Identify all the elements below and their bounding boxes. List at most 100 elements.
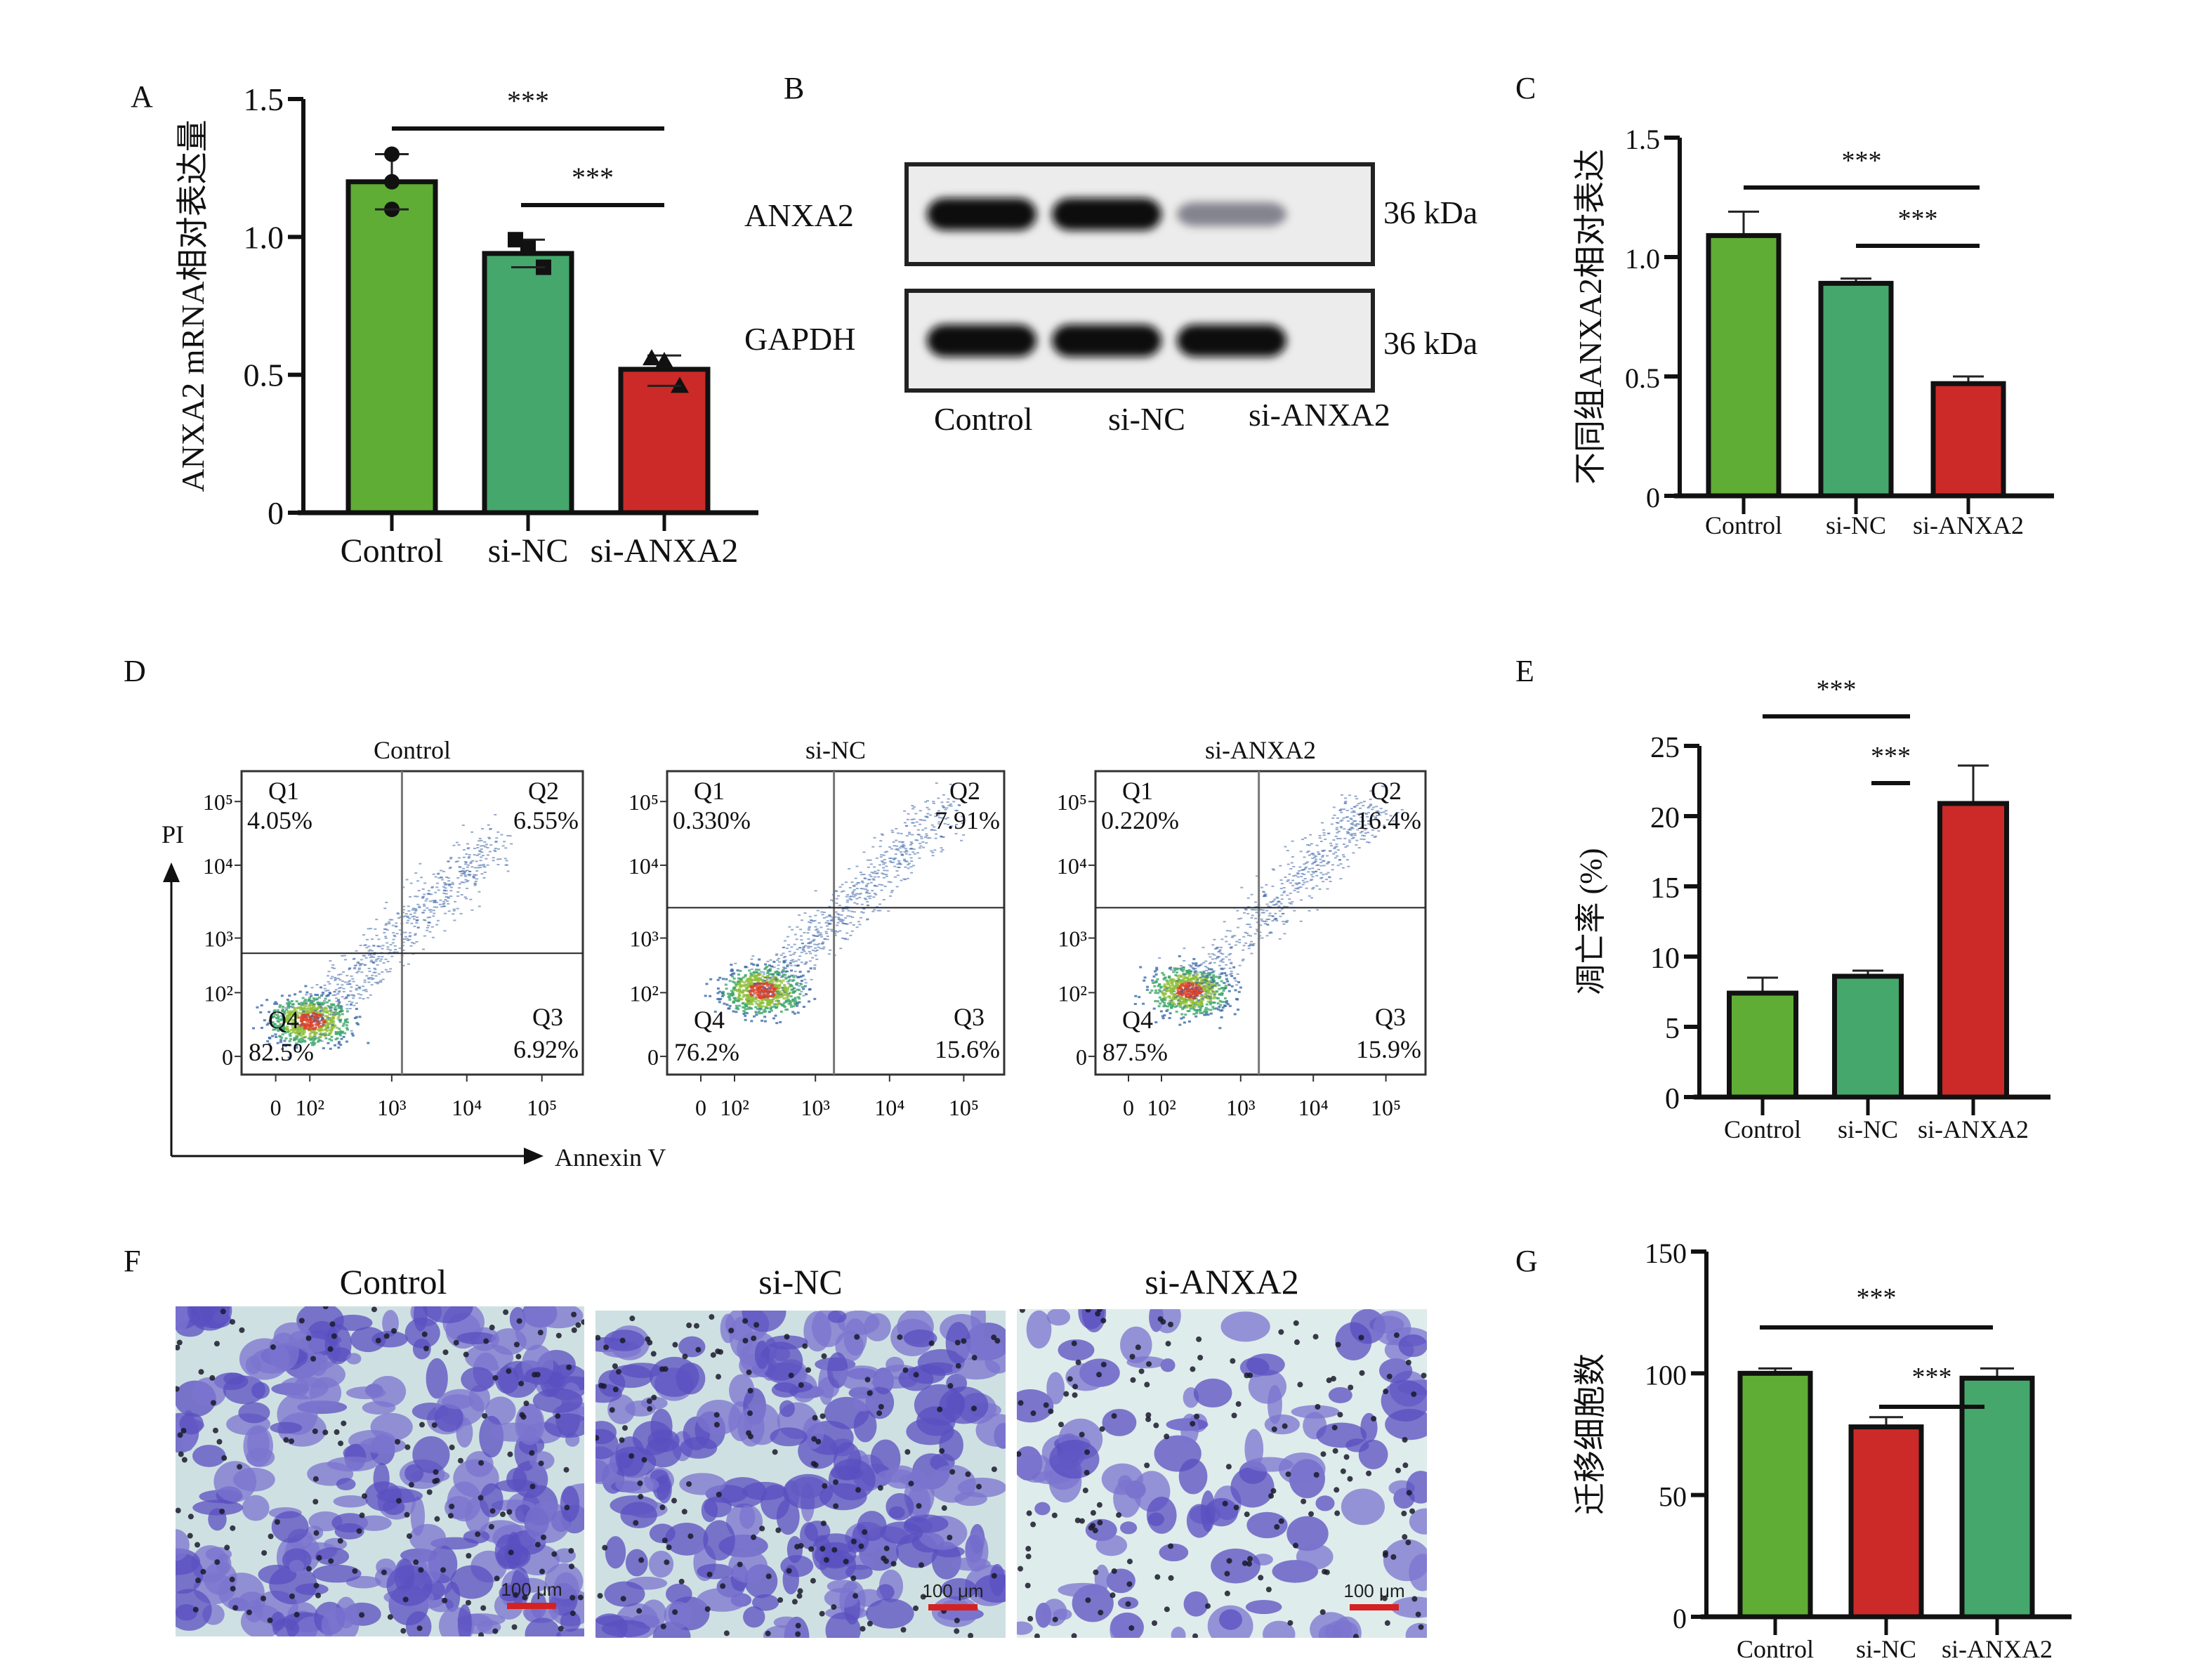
membrane-pore	[261, 1595, 267, 1601]
membrane-pore	[1164, 1606, 1170, 1613]
membrane-pore	[1285, 1471, 1291, 1477]
membrane-pore	[404, 1444, 411, 1450]
membrane-pore	[638, 1557, 645, 1563]
membrane-pore	[811, 1436, 817, 1442]
membrane-pore	[212, 1427, 218, 1433]
stained-cell	[679, 1473, 726, 1495]
y-tick-label: 10⁴	[628, 853, 659, 879]
membrane-pore	[850, 1575, 857, 1582]
x-tick-label: 0	[270, 1095, 282, 1120]
membrane-pore	[636, 1608, 643, 1614]
membrane-pore	[970, 1405, 977, 1412]
stained-cell	[760, 1484, 790, 1520]
membrane-pore	[489, 1325, 495, 1331]
membrane-pore	[261, 1550, 268, 1556]
membrane-pore	[328, 1558, 334, 1564]
membrane-pore	[1319, 1609, 1326, 1615]
blot-band	[1177, 202, 1286, 226]
membrane-pore	[387, 1614, 393, 1620]
membrane-pore	[568, 1563, 574, 1570]
membrane-pore	[305, 1566, 312, 1572]
membrane-pore	[337, 1537, 343, 1544]
stained-cell	[1204, 1497, 1239, 1527]
membrane-pore	[788, 1372, 794, 1379]
membrane-pore	[619, 1437, 625, 1443]
x-tick-label: 10³	[377, 1095, 407, 1120]
quadrant-value-q1: 4.05%	[247, 806, 312, 834]
membrane-pore	[426, 1489, 433, 1495]
stained-cell	[1058, 1582, 1107, 1598]
stained-cell	[268, 1332, 299, 1371]
membrane-pore	[947, 1535, 953, 1541]
blot-band	[1052, 324, 1161, 357]
membrane-pore	[1230, 1358, 1236, 1364]
membrane-pore	[229, 1576, 235, 1582]
stained-cell	[974, 1574, 1006, 1603]
data-point	[508, 232, 523, 248]
membrane-pore	[795, 1622, 801, 1629]
membrane-pore	[1332, 1448, 1338, 1454]
membrane-pore	[1160, 1318, 1166, 1325]
membrane-pore	[597, 1593, 603, 1599]
stained-cell	[1246, 1457, 1293, 1472]
membrane-pore	[1390, 1554, 1397, 1560]
stained-cell	[955, 1337, 1004, 1361]
stained-cell	[1315, 1495, 1335, 1511]
membrane-pore	[187, 1533, 193, 1539]
membrane-pore	[478, 1495, 484, 1501]
membrane-pore	[1130, 1377, 1136, 1383]
membrane-pore	[513, 1592, 519, 1598]
stained-cell	[1398, 1334, 1427, 1358]
membrane-pore	[192, 1606, 199, 1613]
stained-cell	[903, 1329, 937, 1348]
stained-cell	[604, 1581, 645, 1607]
membrane-pore	[1402, 1437, 1408, 1443]
stained-cell	[1183, 1591, 1209, 1617]
membrane-pore	[971, 1355, 977, 1361]
membrane-pore	[1359, 1370, 1365, 1376]
stained-cell	[697, 1587, 748, 1612]
membrane-pore	[902, 1367, 909, 1373]
stained-cell	[409, 1523, 446, 1553]
membrane-pore	[237, 1464, 243, 1470]
membrane-pore	[968, 1632, 974, 1638]
membrane-pore	[413, 1559, 419, 1566]
membrane-pore	[418, 1567, 424, 1573]
membrane-pore	[178, 1451, 184, 1457]
stained-cell	[495, 1366, 520, 1394]
stained-cell	[386, 1565, 433, 1606]
membrane-pore	[678, 1578, 685, 1584]
membrane-pore	[798, 1382, 804, 1388]
membrane-pore	[1074, 1517, 1081, 1523]
stained-cell	[605, 1536, 626, 1569]
membrane-pore	[356, 1528, 362, 1534]
membrane-pore	[975, 1483, 982, 1490]
membrane-pore	[1058, 1422, 1065, 1428]
membrane-pore	[463, 1351, 469, 1358]
membrane-pore	[954, 1339, 961, 1346]
membrane-pore	[1025, 1546, 1032, 1552]
stained-cell	[1264, 1414, 1300, 1435]
stained-cell	[751, 1594, 779, 1611]
membrane-pore	[1097, 1519, 1103, 1525]
x-tick-label: si-NC	[488, 532, 569, 570]
stained-cell	[327, 1456, 378, 1472]
membrane-pore	[195, 1577, 202, 1584]
membrane-pore	[723, 1630, 730, 1636]
scale-bar-label: 100 μm	[501, 1579, 562, 1600]
membrane-pore	[850, 1538, 857, 1544]
membrane-pore	[213, 1341, 220, 1347]
panel-label-a: A	[131, 79, 153, 114]
membrane-pore	[506, 1509, 513, 1515]
membrane-pore	[612, 1386, 619, 1393]
stained-cell	[404, 1464, 424, 1483]
blot-label-gapdh: GAPDH	[744, 321, 856, 357]
stained-cell	[1095, 1535, 1128, 1556]
stained-cell	[1335, 1322, 1372, 1360]
stained-cell	[525, 1501, 570, 1544]
stained-cell	[324, 1324, 352, 1365]
membrane-pore	[747, 1387, 753, 1393]
membrane-pore	[620, 1596, 626, 1602]
membrane-pore	[181, 1457, 187, 1463]
membrane-pore	[855, 1487, 862, 1493]
